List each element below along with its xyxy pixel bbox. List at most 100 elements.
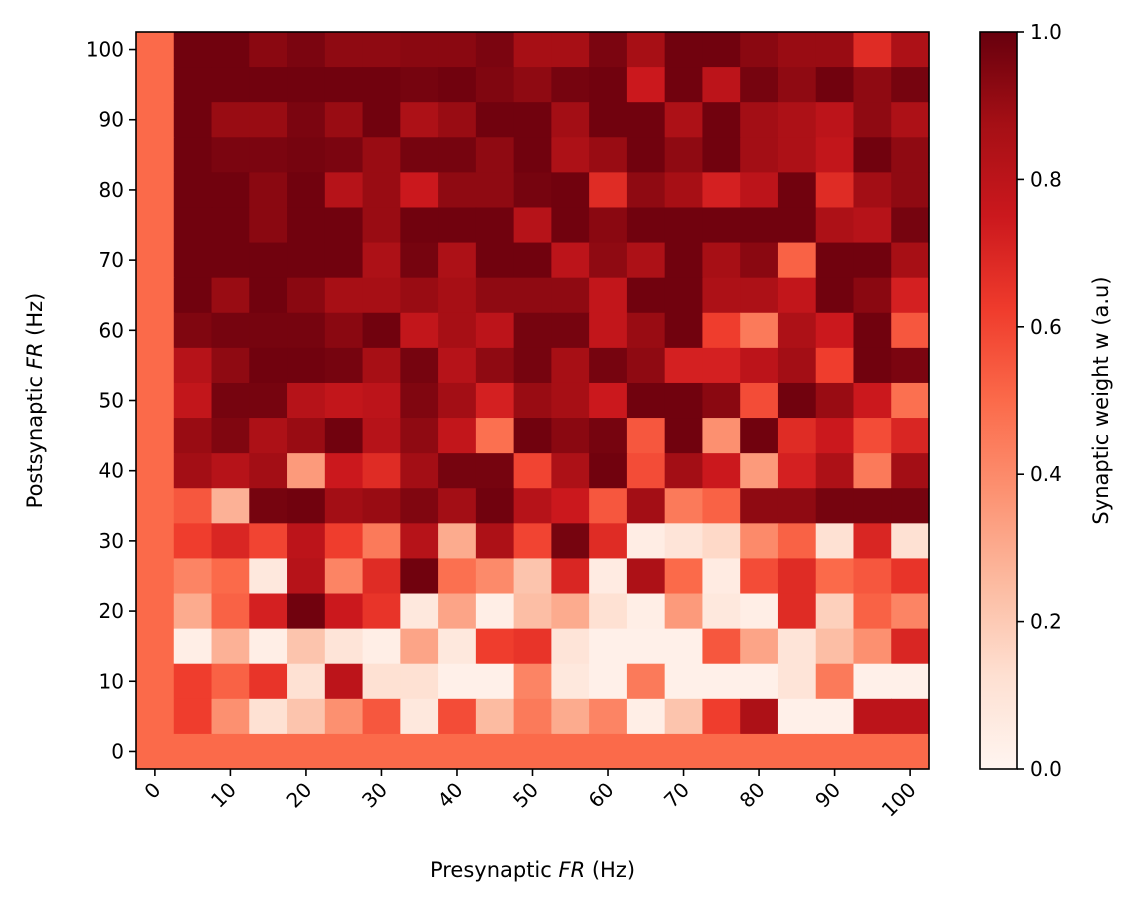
heatmap-cell	[287, 137, 326, 173]
heatmap-cell	[589, 593, 628, 630]
heatmap-cell	[740, 453, 779, 489]
heatmap-cell	[740, 558, 779, 595]
heatmap-cell	[740, 418, 779, 454]
heatmap-cell	[702, 558, 741, 595]
heatmap-cell	[438, 523, 477, 560]
heatmap-cell	[211, 312, 250, 349]
heatmap-cell	[853, 172, 892, 209]
heatmap-cell	[173, 593, 213, 630]
heatmap-cell	[853, 312, 892, 349]
heatmap-cell	[400, 488, 439, 524]
heatmap-cell	[475, 172, 515, 209]
heatmap-cell	[777, 67, 817, 103]
heatmap-cell	[324, 67, 364, 103]
heatmap-cell	[324, 698, 364, 735]
heatmap-cell	[777, 277, 817, 314]
heatmap-cell	[702, 418, 741, 454]
heatmap-cell	[551, 488, 590, 524]
y-tick-label: 70	[99, 248, 124, 272]
heatmap-cell	[551, 207, 590, 244]
heatmap-cell	[475, 207, 515, 244]
heatmap-cell	[324, 207, 364, 244]
heatmap-cell	[287, 347, 326, 384]
heatmap-cell	[740, 207, 779, 244]
heatmap-cell	[702, 523, 741, 560]
heatmap-cell	[664, 628, 704, 665]
heatmap-cell	[513, 347, 552, 384]
heatmap-cell	[626, 102, 666, 138]
heatmap-cell	[136, 207, 175, 244]
heatmap-cell	[853, 32, 892, 68]
heatmap-cell	[362, 242, 401, 279]
heatmap-cell	[740, 663, 779, 700]
heatmap-cell	[589, 102, 628, 138]
heatmap-cell	[324, 628, 364, 665]
heatmap-cell	[136, 312, 175, 349]
heatmap-cell	[740, 698, 779, 735]
heatmap-cell	[249, 418, 288, 454]
heatmap-cell	[249, 733, 288, 770]
heatmap-cell	[589, 558, 628, 595]
heatmap-cell	[513, 382, 552, 419]
heatmap-cell	[475, 453, 515, 489]
heatmap-cell	[173, 277, 213, 314]
heatmap-cell	[891, 558, 930, 595]
heatmap-cell	[815, 67, 855, 103]
heatmap-cell	[853, 628, 892, 665]
heatmap-cell	[249, 312, 288, 349]
heatmap-cell	[400, 312, 439, 349]
heatmap-cell	[513, 628, 552, 665]
heatmap-cell	[173, 733, 213, 770]
heatmap-cell	[211, 628, 250, 665]
heatmap-cell	[211, 172, 250, 209]
heatmap-cell	[626, 733, 666, 770]
heatmap-cell	[626, 523, 666, 560]
heatmap-cell	[891, 453, 930, 489]
y-tick-label: 0	[111, 739, 124, 763]
heatmap-cell	[664, 523, 704, 560]
heatmap-cell	[249, 488, 288, 524]
heatmap-cell	[400, 32, 439, 68]
heatmap-cell	[815, 418, 855, 454]
heatmap-cell	[400, 137, 439, 173]
heatmap-cell	[777, 137, 817, 173]
heatmap-cell	[702, 207, 741, 244]
heatmap-cell	[173, 453, 213, 489]
heatmap-cell	[173, 698, 213, 735]
heatmap-cell	[589, 382, 628, 419]
heatmap-cell	[891, 382, 930, 419]
colorbar-label: Synaptic weight w (a.u)	[1089, 276, 1113, 524]
heatmap-cell	[513, 523, 552, 560]
heatmap-cell	[211, 558, 250, 595]
y-tick-label: 100	[86, 38, 124, 62]
heatmap-cell	[589, 453, 628, 489]
heatmap-cell	[362, 453, 401, 489]
heatmap-cell	[891, 418, 930, 454]
heatmap-cell	[287, 593, 326, 630]
x-tick-label: 50	[508, 778, 543, 813]
heatmap-cell	[249, 663, 288, 700]
heatmap-cell	[702, 347, 741, 384]
heatmap-cell	[249, 32, 288, 68]
heatmap-cell	[324, 523, 364, 560]
heatmap-cell	[589, 242, 628, 279]
heatmap-cell	[249, 207, 288, 244]
heatmap-cell	[475, 558, 515, 595]
heatmap-cell	[475, 698, 515, 735]
heatmap-cell	[740, 32, 779, 68]
heatmap-cell	[362, 663, 401, 700]
heatmap-cell	[513, 277, 552, 314]
heatmap-cell	[664, 312, 704, 349]
heatmap-cell	[853, 102, 892, 138]
heatmap-cell	[777, 593, 817, 630]
x-tick-label: 100	[877, 778, 921, 822]
heatmap-cell	[136, 277, 175, 314]
heatmap-cell	[702, 663, 741, 700]
heatmap-cell	[173, 347, 213, 384]
heatmap-cell	[626, 663, 666, 700]
heatmap-cell	[702, 137, 741, 173]
heatmap-cell	[438, 558, 477, 595]
heatmap-cell	[513, 102, 552, 138]
heatmap-cell	[249, 347, 288, 384]
heatmap-cell	[287, 418, 326, 454]
